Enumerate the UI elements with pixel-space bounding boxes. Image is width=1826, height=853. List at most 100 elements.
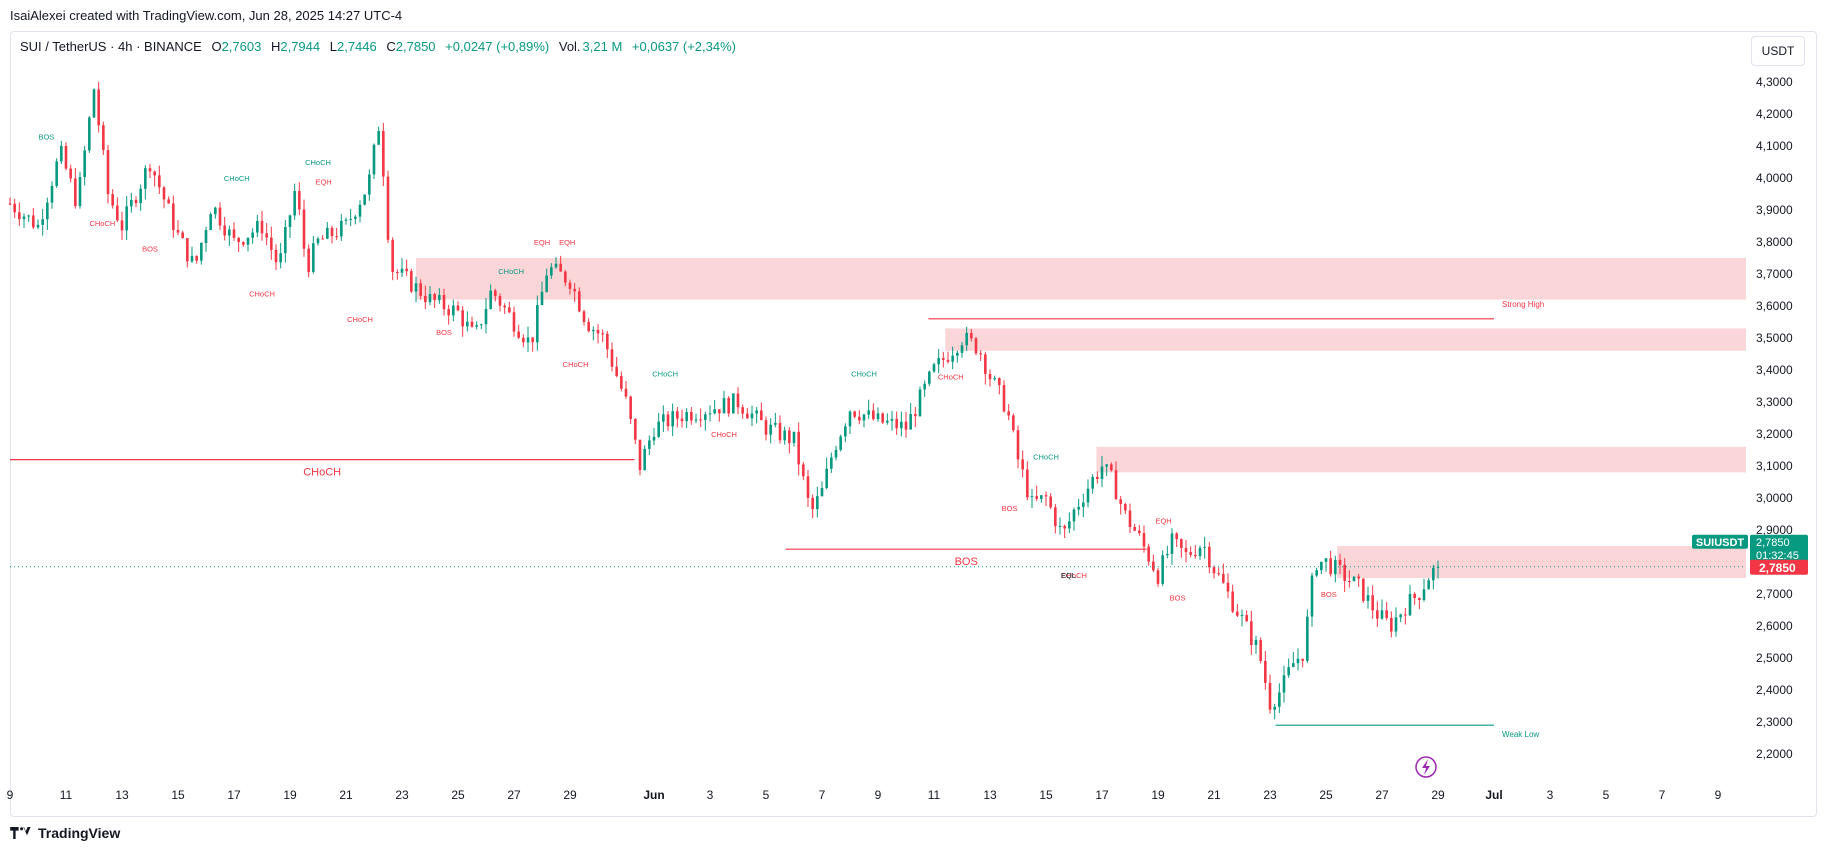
candle-body xyxy=(816,496,819,510)
candle-body xyxy=(1371,595,1374,611)
footer-brand-label: TradingView xyxy=(38,825,121,841)
candle-body xyxy=(582,311,586,322)
x-axis-tick-label: 21 xyxy=(339,788,353,802)
candle-body xyxy=(312,243,315,272)
candle-body xyxy=(27,215,30,217)
candle-body xyxy=(1236,611,1239,616)
lightning-icon[interactable] xyxy=(1415,756,1437,778)
structure-annotation: CHoCH xyxy=(938,373,964,382)
candle-body xyxy=(97,89,100,126)
candle-body xyxy=(1408,593,1412,616)
candle-body xyxy=(508,307,511,313)
candle-body xyxy=(951,355,954,362)
candle-body xyxy=(1245,615,1248,622)
candle-body xyxy=(1105,464,1108,467)
candle-body xyxy=(928,371,931,384)
candle-body xyxy=(1180,539,1183,548)
candle-body xyxy=(722,398,726,414)
candle-body xyxy=(592,329,595,332)
candle-body xyxy=(1273,706,1276,710)
candle-body xyxy=(410,271,413,292)
y-axis-tick-label: 3,9000 xyxy=(1756,203,1793,217)
candle-body xyxy=(256,220,259,233)
candle-body xyxy=(573,288,576,292)
candle-body xyxy=(321,238,324,240)
candle-body xyxy=(1175,533,1178,540)
candle-body xyxy=(993,378,996,380)
candle-body xyxy=(848,411,852,427)
candle-body xyxy=(666,414,670,427)
candle-body xyxy=(834,449,838,458)
candle-body xyxy=(1324,558,1328,562)
candle-body xyxy=(680,418,684,422)
candle-body xyxy=(970,332,973,339)
candle-body xyxy=(1310,575,1314,617)
candle-body xyxy=(405,268,408,272)
candle-body xyxy=(1320,561,1323,571)
candle-body xyxy=(284,227,287,254)
x-axis-tick-label: 15 xyxy=(171,788,185,802)
candle-body xyxy=(298,190,301,210)
candle-body xyxy=(489,290,492,309)
candle-body xyxy=(480,324,483,326)
footer-brand[interactable]: TradingView xyxy=(10,825,120,841)
change-value: +0,0247 (+0,89%) xyxy=(445,39,550,54)
ohlc-legend: SUI / TetherUS · 4h · BINANCE O2,7603 H2… xyxy=(20,39,742,54)
y-axis-tick-label: 3,2000 xyxy=(1756,427,1793,441)
open-value: 2,7603 xyxy=(221,39,262,54)
candle-body xyxy=(1259,640,1262,661)
candle-body xyxy=(176,229,180,233)
candle-body xyxy=(1007,411,1010,416)
volume-label: Vol. xyxy=(558,39,581,54)
candle-body xyxy=(1343,564,1346,581)
candle-body xyxy=(1268,682,1272,710)
candle-body xyxy=(1226,582,1230,592)
candle-body xyxy=(106,150,110,195)
candle-body xyxy=(872,410,875,420)
candle-body xyxy=(1142,533,1146,547)
candle-body xyxy=(1068,521,1071,529)
candle-body xyxy=(1306,616,1309,661)
candle-body xyxy=(433,294,436,301)
candle-body xyxy=(1166,553,1169,556)
x-axis-tick-label: 17 xyxy=(227,788,241,802)
candle-body xyxy=(694,419,698,421)
candle-body xyxy=(820,488,824,497)
candle-body xyxy=(265,233,268,238)
candle-body xyxy=(652,436,656,441)
candle-body xyxy=(274,249,278,263)
candle-body xyxy=(153,171,156,176)
candle-body xyxy=(1091,476,1094,489)
candle-body xyxy=(806,476,810,498)
candle-body xyxy=(130,199,133,207)
currency-button[interactable]: USDT xyxy=(1751,36,1805,66)
candle-body xyxy=(1100,466,1104,479)
candle-body xyxy=(1385,610,1388,618)
candle-body xyxy=(181,232,184,239)
candle-body xyxy=(41,219,44,225)
candle-body xyxy=(1282,675,1286,693)
x-axis-tick-label: 19 xyxy=(1151,788,1165,802)
candle-body xyxy=(732,393,735,414)
candle-body xyxy=(186,238,189,262)
candle-body xyxy=(1082,502,1085,507)
x-axis-tick-label: 21 xyxy=(1207,788,1221,802)
candle-body xyxy=(988,373,992,380)
candle-body xyxy=(120,220,124,231)
low-value: 2,7446 xyxy=(336,39,377,54)
candle-body xyxy=(853,411,856,417)
candle-body xyxy=(442,295,446,310)
candle-body xyxy=(1338,559,1342,565)
candle-body xyxy=(890,418,894,421)
structure-annotation: EQL xyxy=(1061,571,1076,580)
x-axis-tick-label: 29 xyxy=(563,788,577,802)
x-axis-tick-label: 27 xyxy=(507,788,521,802)
candle-body xyxy=(288,215,292,228)
candle-body xyxy=(1077,506,1080,510)
symbol-label[interactable]: SUI / TetherUS · 4h · BINANCE xyxy=(20,39,202,54)
candle-body xyxy=(1110,464,1113,471)
candle-body xyxy=(974,338,978,354)
candle-body xyxy=(74,178,77,206)
candle-body xyxy=(876,413,880,420)
